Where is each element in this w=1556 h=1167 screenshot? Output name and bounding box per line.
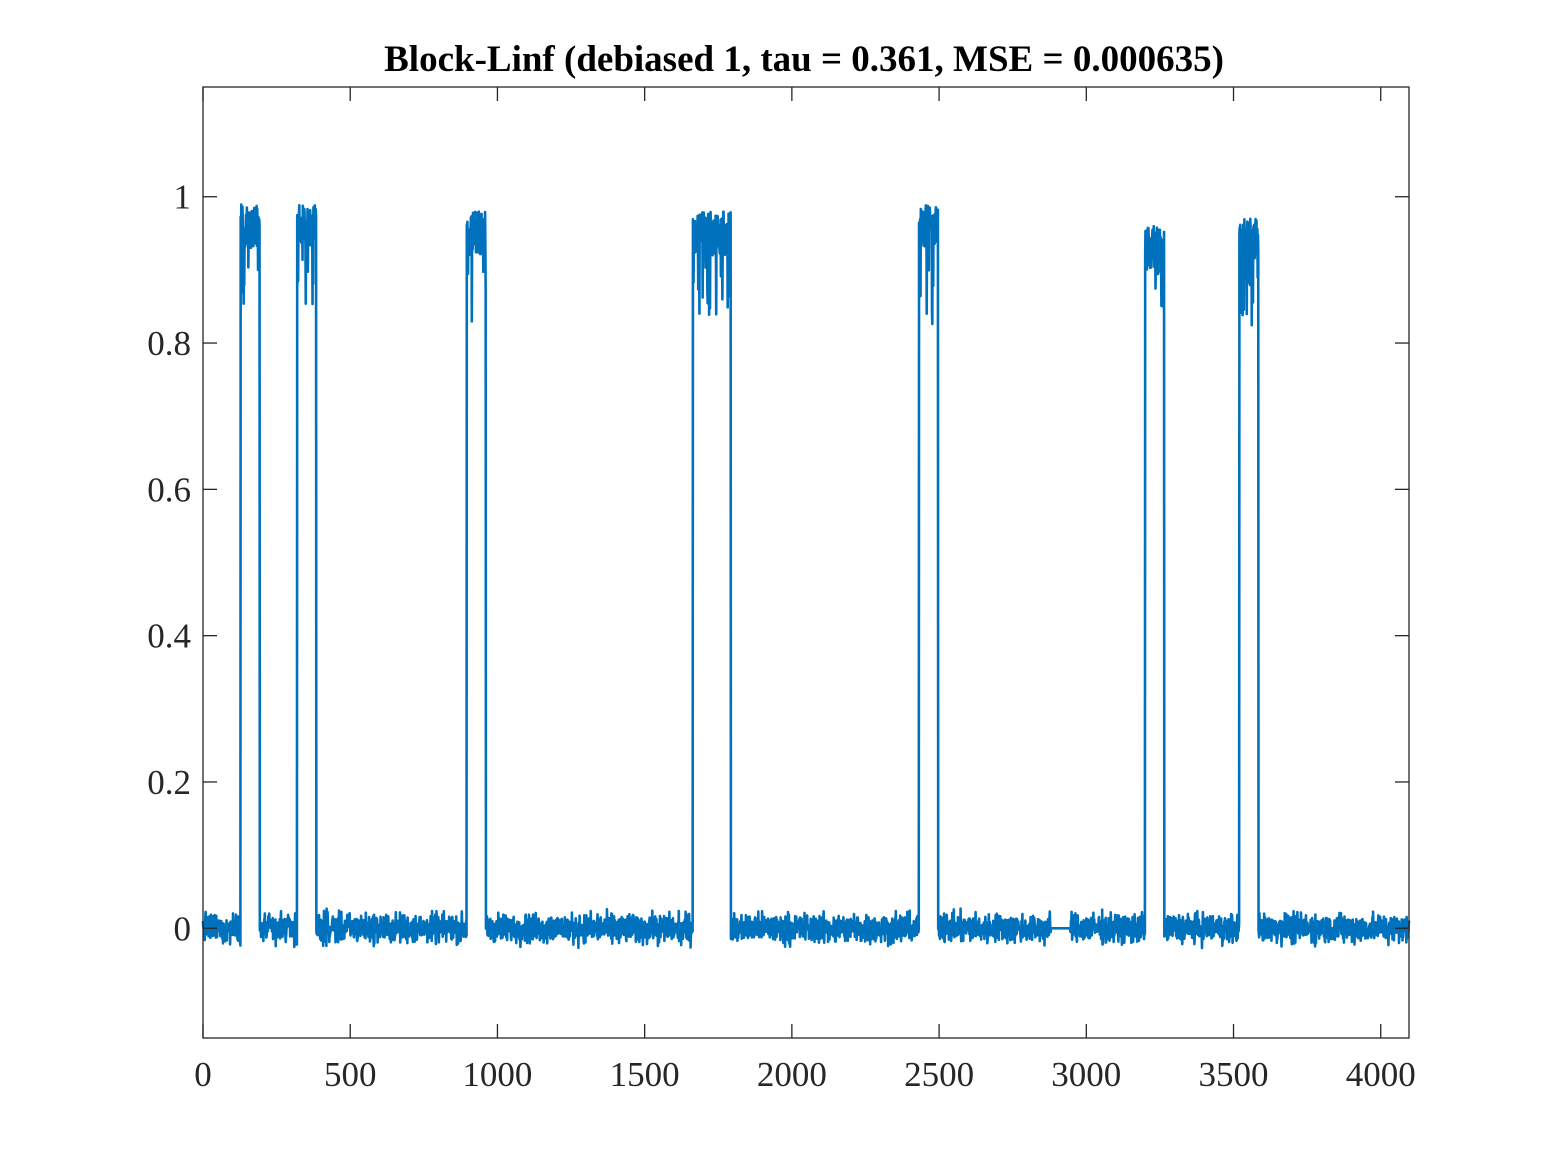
chart-title: Block-Linf (debiased 1, tau = 0.361, MSE… <box>384 39 1224 80</box>
y-tick-label: 0 <box>174 909 192 948</box>
x-tick-label: 4000 <box>1346 1055 1416 1094</box>
y-tick-label: 0.4 <box>147 617 191 656</box>
x-tick-label: 1000 <box>462 1055 532 1094</box>
x-axis: 0 500 1000 1500 2000 2500 3000 3500 4000 <box>194 87 1416 1094</box>
y-tick-label: 0.6 <box>147 470 191 509</box>
axes-box <box>202 86 1410 1039</box>
y-tick-label: 0.8 <box>147 324 191 363</box>
x-tick-label: 3000 <box>1051 1055 1121 1094</box>
y-tick-label: 1 <box>174 178 192 217</box>
x-tick-label: 3500 <box>1199 1055 1269 1094</box>
x-tick-label: 2500 <box>904 1055 974 1094</box>
series-layer <box>201 203 1411 950</box>
plot-area: 0 500 1000 1500 2000 2500 3000 3500 4000 0 0.2 0.4… <box>147 86 1416 1094</box>
y-tick-label: 0.2 <box>147 763 191 802</box>
x-tick-label: 0 <box>194 1055 212 1094</box>
x-tick-label: 1500 <box>610 1055 680 1094</box>
x-tick-label: 2000 <box>757 1055 827 1094</box>
x-tick-label: 500 <box>324 1055 377 1094</box>
series-line-0 <box>201 203 1411 950</box>
y-axis: 0 0.2 0.4 0.6 0.8 1 <box>147 178 1409 948</box>
